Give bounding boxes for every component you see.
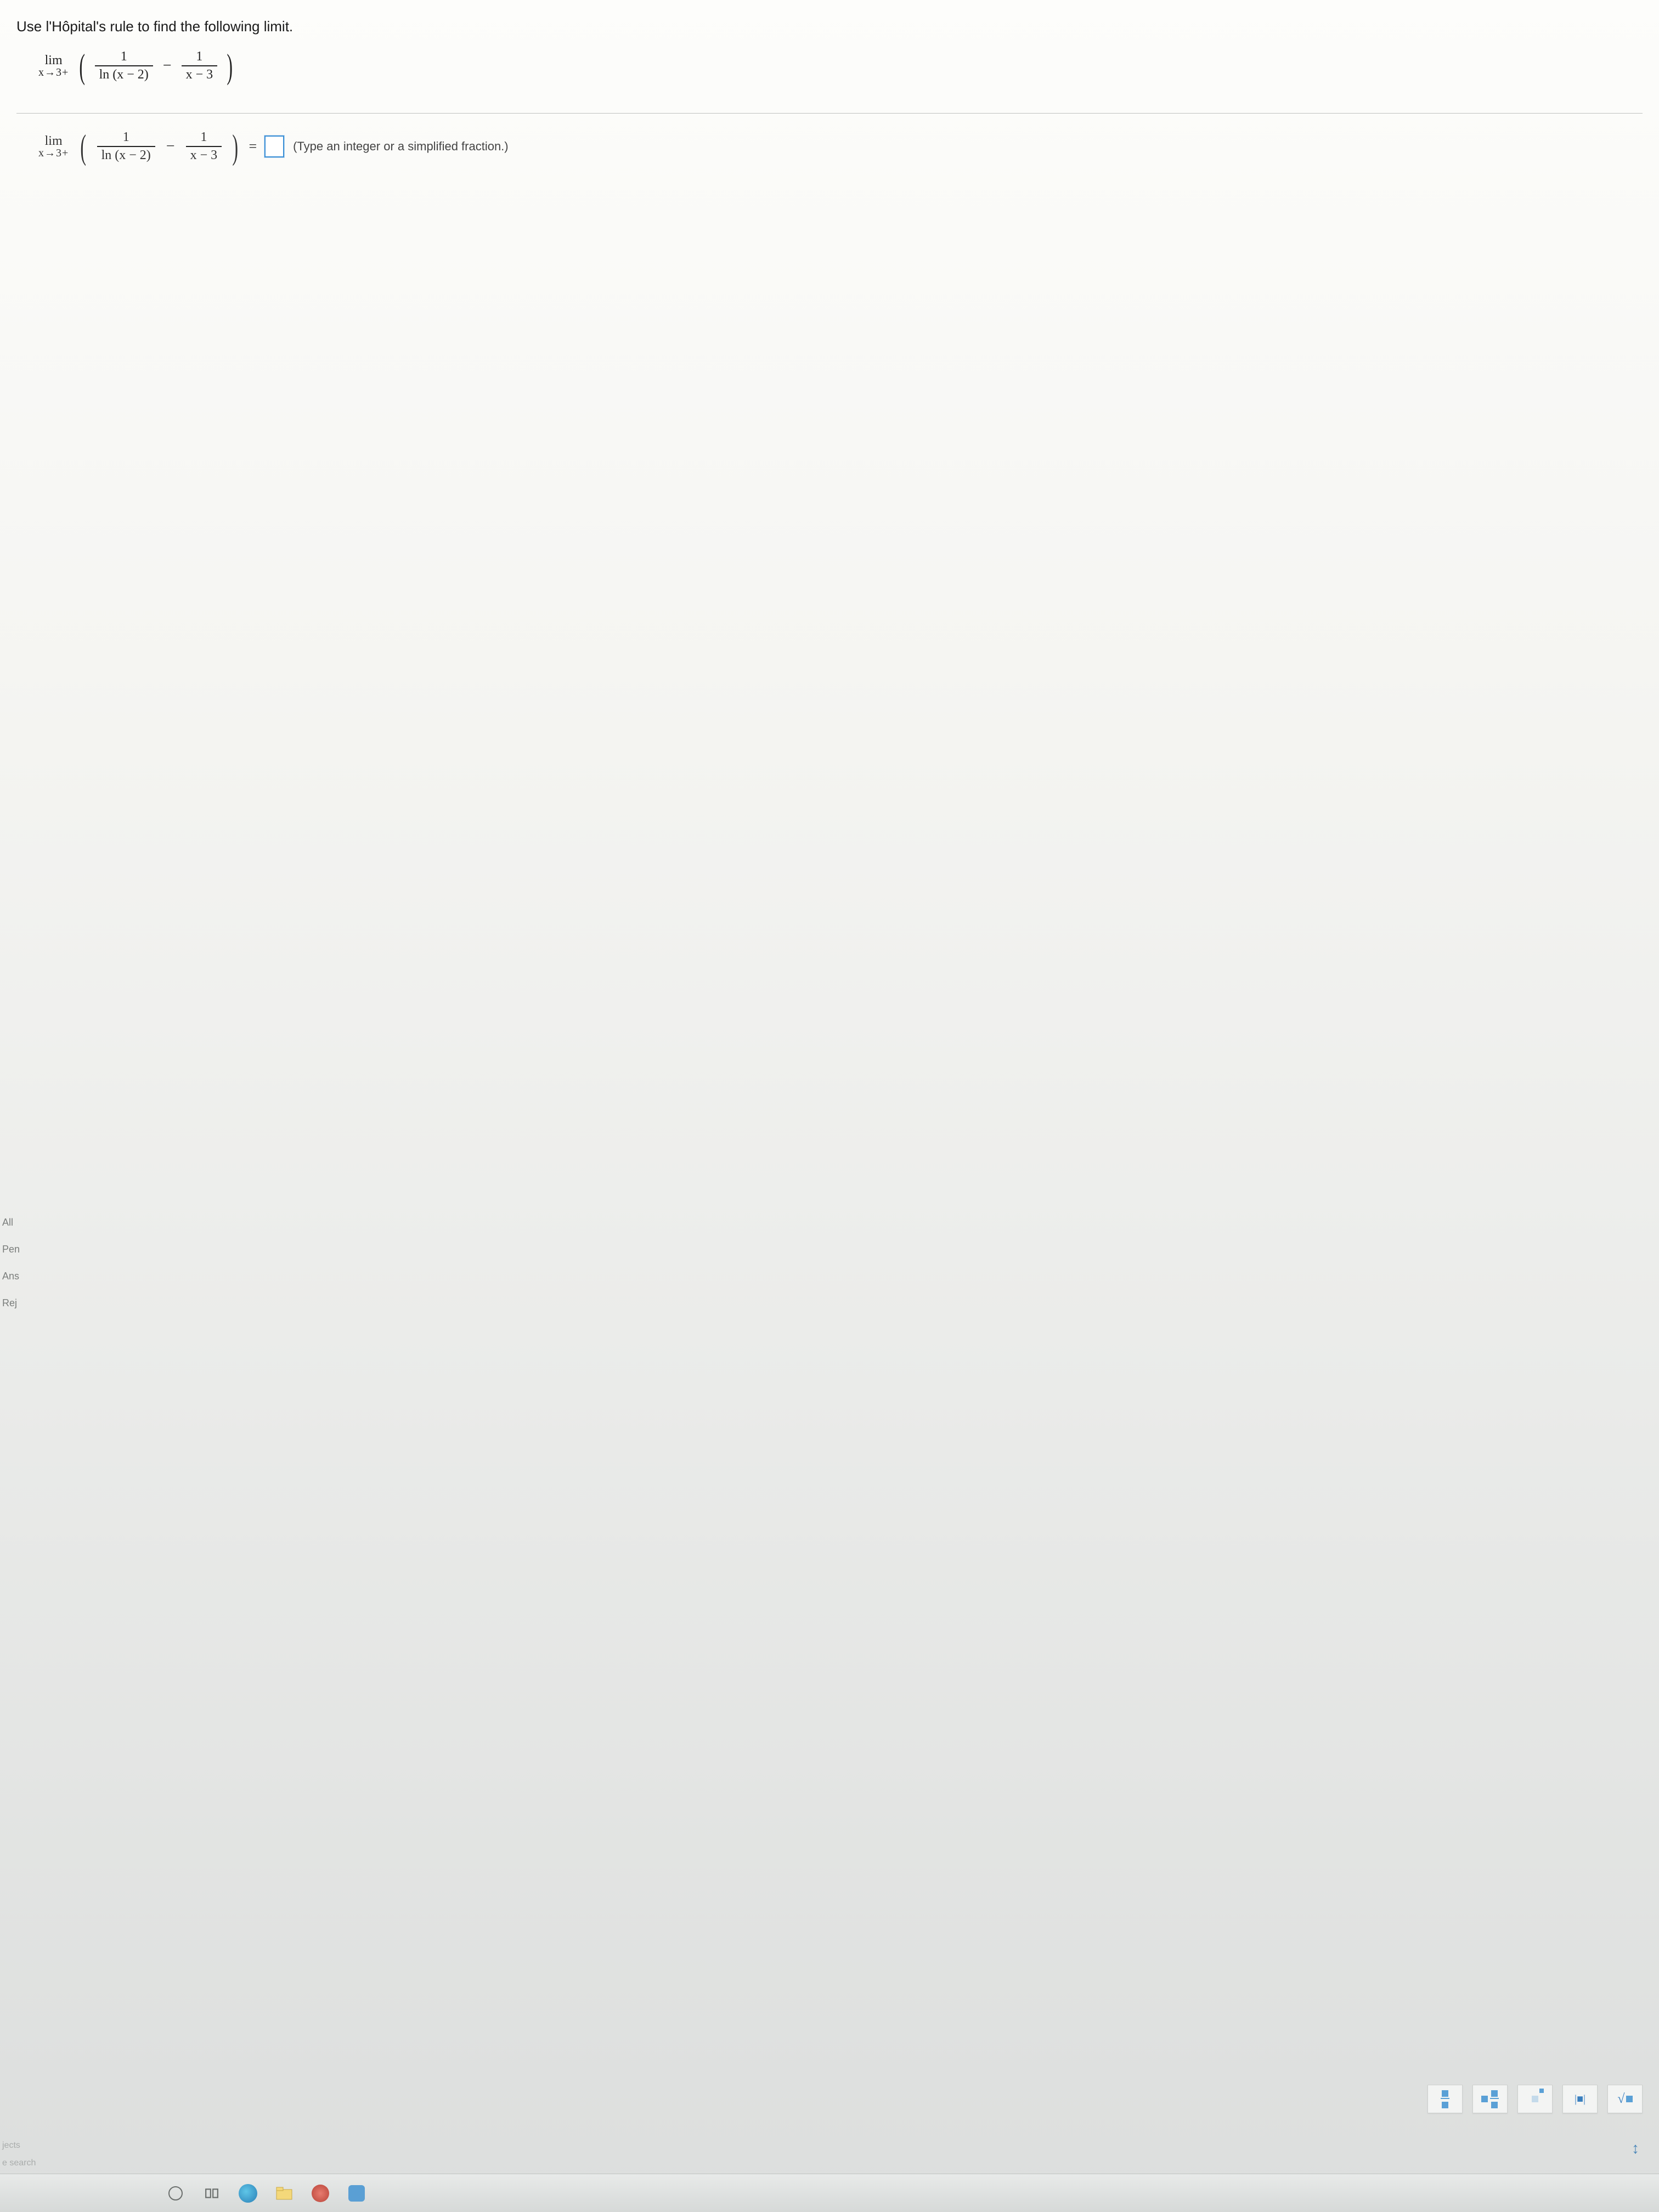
- cortana-icon[interactable]: [165, 2182, 187, 2204]
- explorer-icon[interactable]: [273, 2182, 295, 2204]
- palette-mixed-fraction[interactable]: [1472, 2085, 1508, 2113]
- task-view-icon[interactable]: [201, 2182, 223, 2204]
- fraction-2: 1 x − 3: [182, 49, 218, 82]
- palette-sqrt[interactable]: √: [1607, 2085, 1643, 2113]
- app-icon-2[interactable]: [346, 2182, 368, 2204]
- answer-frac2-den: x − 3: [186, 146, 222, 163]
- lim-approach: x→3+: [38, 67, 69, 78]
- frac1-den: ln (x − 2): [95, 65, 153, 82]
- math-palette: |■| √: [1427, 2085, 1643, 2113]
- answer-minus: −: [163, 138, 178, 155]
- answer-lim-approach: x→3+: [38, 148, 69, 159]
- answer-fraction-1: 1 ln (x − 2): [97, 130, 155, 163]
- app-icon[interactable]: [309, 2182, 331, 2204]
- prompt-text: Use l'Hôpital's rule to find the followi…: [16, 16, 1643, 36]
- answer-hint: (Type an integer or a simplified fractio…: [293, 139, 509, 154]
- answer-lim-label: lim: [45, 134, 63, 148]
- frac1-num: 1: [116, 49, 132, 65]
- frac2-num: 1: [191, 49, 207, 65]
- close-paren: ): [227, 52, 233, 80]
- equals-sign: =: [246, 138, 259, 155]
- fraction-1: 1 ln (x − 2): [95, 49, 153, 82]
- answer-row: lim x→3+ ( 1 ln (x − 2) − 1 x − 3 ) = (T…: [38, 130, 1643, 163]
- label-jects: jects: [2, 2141, 36, 2151]
- answer-close-paren: ): [232, 133, 238, 161]
- open-paren: (: [80, 52, 86, 80]
- answer-input[interactable]: [264, 136, 284, 157]
- edge-icon[interactable]: [237, 2182, 259, 2204]
- tab-pen[interactable]: Pen: [2, 1244, 20, 1255]
- palette-absolute[interactable]: |■|: [1562, 2085, 1598, 2113]
- palette-abs-label: |■|: [1575, 2093, 1585, 2106]
- answer-open-paren: (: [81, 133, 87, 161]
- limit-expression: lim x→3+ ( 1 ln (x − 2) − 1 x − 3 ): [38, 49, 1643, 82]
- minus-sign: −: [160, 57, 175, 75]
- tab-all[interactable]: All: [2, 1217, 20, 1228]
- lim-block: lim x→3+: [38, 54, 69, 78]
- lim-label: lim: [45, 54, 63, 67]
- label-search: e search: [2, 2158, 36, 2168]
- palette-fraction[interactable]: [1427, 2085, 1463, 2113]
- taskbar: [0, 2174, 1659, 2212]
- tab-ans[interactable]: Ans: [2, 1271, 20, 1282]
- frac2-den: x − 3: [182, 65, 218, 82]
- tab-rej[interactable]: Rej: [2, 1297, 20, 1309]
- answer-frac1-den: ln (x − 2): [97, 146, 155, 163]
- question-area: Use l'Hôpital's rule to find the followi…: [16, 16, 1643, 102]
- scroll-handle-icon[interactable]: ↕: [1632, 2140, 1639, 2157]
- question-screen: Use l'Hôpital's rule to find the followi…: [0, 0, 1659, 2212]
- answer-lim-block: lim x→3+: [38, 134, 69, 159]
- answer-frac1-num: 1: [119, 130, 134, 146]
- divider: [16, 113, 1643, 114]
- side-tabs: All Pen Ans Rej: [0, 1217, 20, 1309]
- palette-exponent[interactable]: [1517, 2085, 1553, 2113]
- answer-frac2-num: 1: [196, 130, 211, 146]
- answer-fraction-2: 1 x − 3: [186, 130, 222, 163]
- bottom-labels: jects e search: [0, 2141, 36, 2168]
